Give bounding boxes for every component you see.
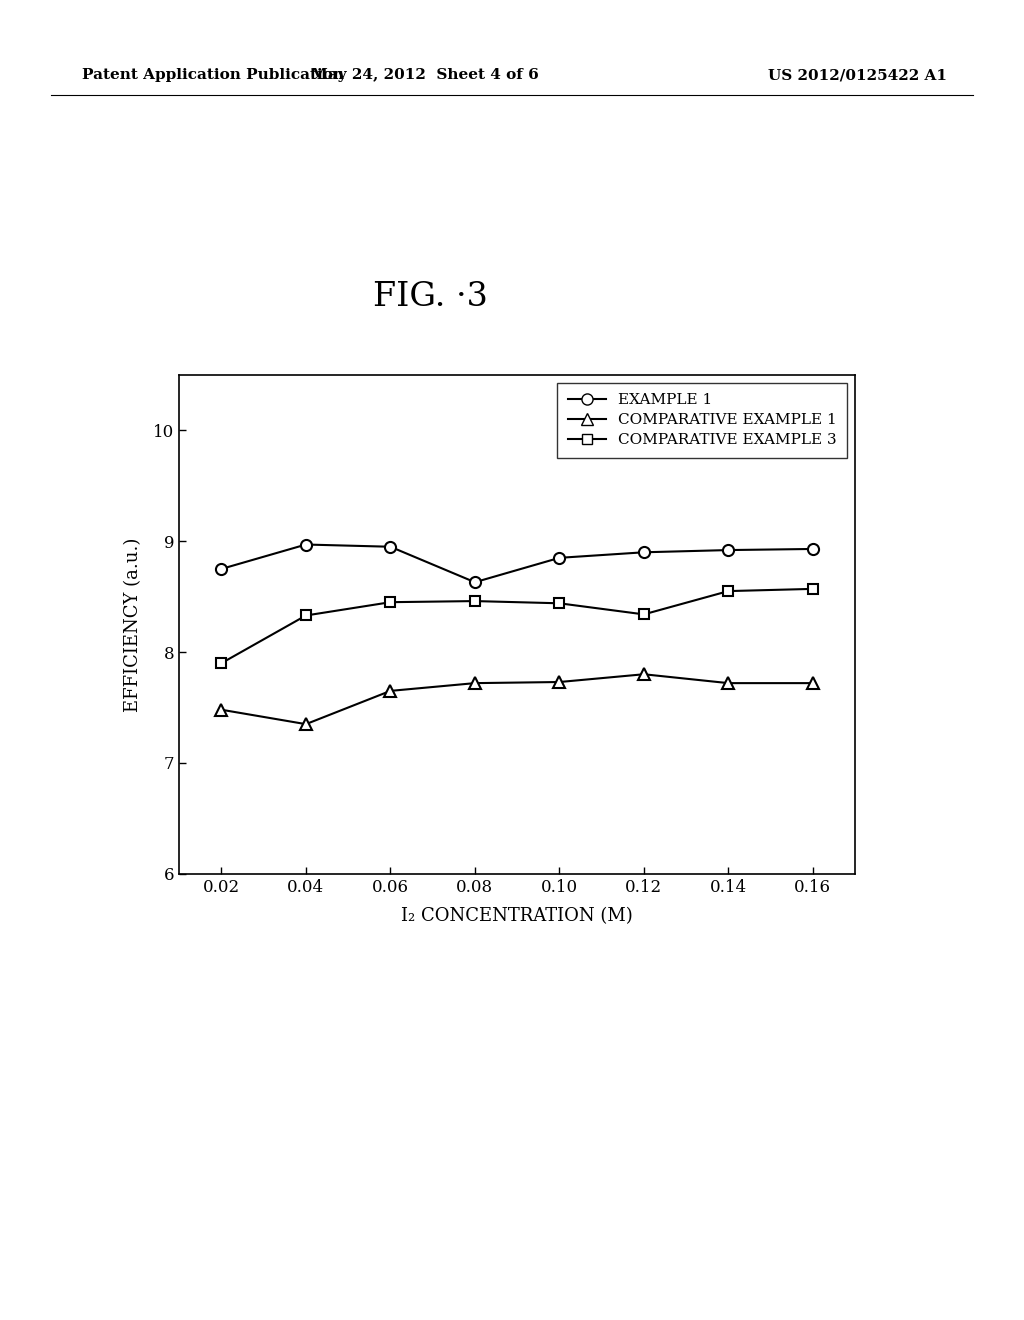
Y-axis label: EFFICIENCY (a.u.): EFFICIENCY (a.u.)	[124, 537, 142, 711]
Text: US 2012/0125422 A1: US 2012/0125422 A1	[768, 69, 947, 82]
Legend: EXAMPLE 1, COMPARATIVE EXAMPLE 1, COMPARATIVE EXAMPLE 3: EXAMPLE 1, COMPARATIVE EXAMPLE 1, COMPAR…	[557, 383, 848, 458]
Text: May 24, 2012  Sheet 4 of 6: May 24, 2012 Sheet 4 of 6	[311, 69, 539, 82]
Text: FIG. ·3: FIG. ·3	[373, 281, 487, 313]
Text: Patent Application Publication: Patent Application Publication	[82, 69, 344, 82]
X-axis label: I₂ CONCENTRATION (M): I₂ CONCENTRATION (M)	[401, 907, 633, 925]
